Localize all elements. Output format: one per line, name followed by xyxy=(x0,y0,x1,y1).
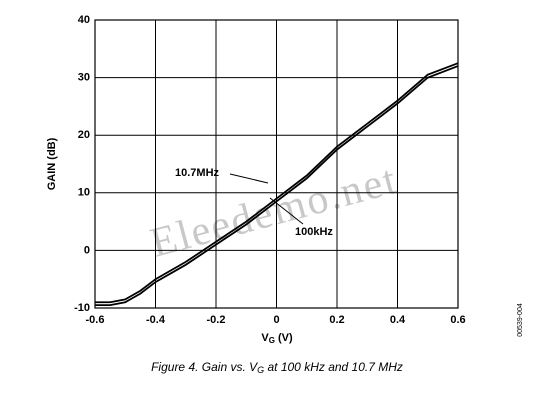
x-tick-label: 0.4 xyxy=(390,314,406,326)
x-axis-label-part: (V) xyxy=(275,332,293,344)
plot-frame xyxy=(94,19,459,309)
side-label: 00539-004 xyxy=(517,303,524,337)
annotation: 100kHz xyxy=(295,226,333,238)
caption-sub: G xyxy=(257,365,264,375)
caption-part: Figure 4. Gain vs. V xyxy=(151,360,258,374)
y-tick-label: 30 xyxy=(78,72,90,84)
y-tick-label: 0 xyxy=(84,244,90,256)
leader-line xyxy=(269,197,304,225)
caption-part: at 100 kHz and 10.7 MHz xyxy=(264,360,403,374)
y-tick-label: 20 xyxy=(78,129,90,141)
y-tick-label: 40 xyxy=(78,14,90,26)
series-line xyxy=(95,65,459,307)
x-tick-label: -0.4 xyxy=(146,314,166,326)
series-line xyxy=(95,62,459,304)
x-tick-label: 0.6 xyxy=(450,314,465,326)
annotation: 10.7MHz xyxy=(175,167,220,179)
x-tick-label: -0.6 xyxy=(86,314,105,326)
x-tick-label: -0.2 xyxy=(207,314,226,326)
y-axis-label: GAIN (dB) xyxy=(46,137,58,190)
x-axis-label-sub: G xyxy=(269,336,275,345)
x-axis-label: VG (V) xyxy=(261,332,293,345)
x-tick-label: 0 xyxy=(273,314,279,326)
x-tick-label: 0.2 xyxy=(329,314,344,326)
y-tick-label: -10 xyxy=(74,302,90,314)
y-tick-label: 10 xyxy=(78,187,90,199)
x-axis-label-part: V xyxy=(261,332,269,344)
leader-line xyxy=(229,173,269,184)
caption: Figure 4. Gain vs. VG at 100 kHz and 10.… xyxy=(151,360,403,375)
